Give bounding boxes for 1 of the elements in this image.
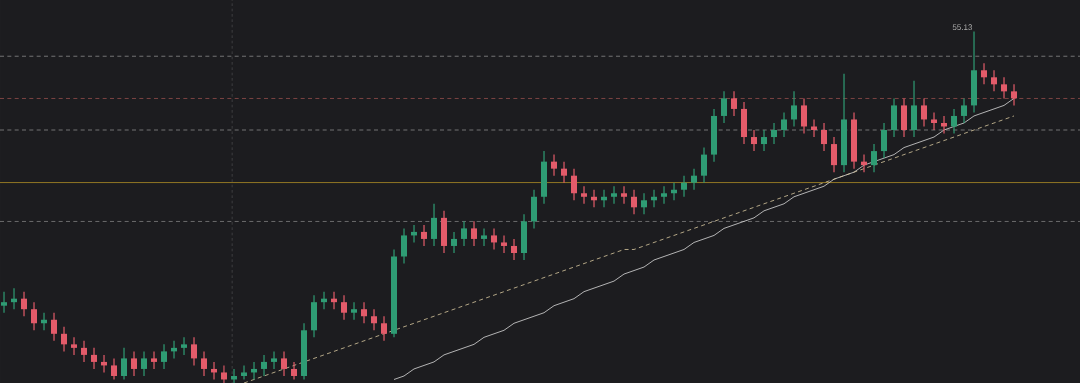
text: 55.13 xyxy=(952,24,973,31)
